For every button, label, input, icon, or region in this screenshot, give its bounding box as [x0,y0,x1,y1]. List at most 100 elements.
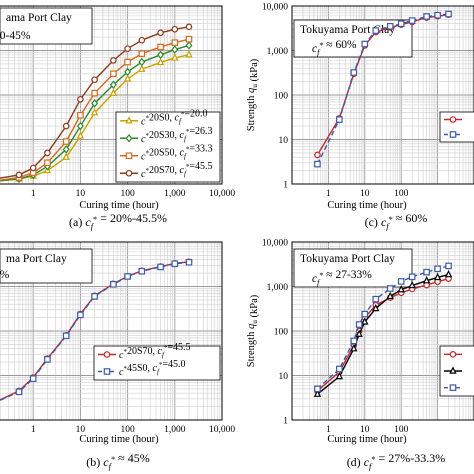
data-point [157,29,164,37]
panel-caption: (d) cf* = 27%-33.3% [347,451,446,471]
data-point [185,50,193,58]
data-point [397,20,405,28]
panel-caption: (a) cf* = 20%-45.5% [69,211,167,231]
plot-frame [0,5,223,185]
data-point [62,332,70,340]
data-point [372,303,380,312]
series-layer [0,23,193,184]
data-point [314,151,321,159]
x-tick-label: 1,000 [164,425,186,435]
data-point [408,17,416,24]
panel-title-box: ama Port Clay 20-45% [0,7,93,45]
data-point [124,273,131,280]
data-point [171,53,179,61]
data-point [29,164,37,172]
data-point [91,76,98,84]
plot-frame [291,241,474,421]
plot-frame [0,241,223,421]
data-point [434,11,441,19]
legend-frame [115,111,221,183]
panel-title-box: ma Port Clay 5% [0,248,93,284]
data-point [77,311,84,319]
data-point [29,375,37,382]
legend [439,111,474,143]
title-frame [0,7,93,45]
data-point [171,39,179,46]
data-point [109,88,118,96]
title-frame [293,248,413,288]
title-frame [0,248,93,284]
chart-panel-c: 1 10 100 1 10 100 1,000 10,000 Curing time (hour… [246,3,474,231]
chart-panel-b: 1 10 100 1,000 10,000 Curing time (hour) ma Po… [0,241,235,471]
data-point [313,389,322,397]
legend-marker [449,384,457,391]
data-point [138,57,146,67]
y-tick-label: 100 [274,92,289,102]
data-point [408,273,416,281]
x-axis-label: Curing time (hour) [327,434,407,445]
data-point [156,57,165,66]
data-point [361,310,369,318]
panel-title: ma Port Clay [6,253,67,265]
x-tick-label: 1 [31,189,36,199]
data-point [350,69,358,76]
data-point [185,23,193,31]
legend [439,345,474,397]
data-point [91,89,98,97]
data-point [386,291,394,300]
data-point [157,43,164,51]
x-tick-label: 10 [360,425,370,435]
panel-title: ama Port Clay [6,12,72,24]
plot-grid [292,6,474,184]
y-tick-label: 10,000 [262,3,288,13]
panel-title: Tokuyama Port Clay [300,24,395,36]
panel-title-box: Tokuyama Port Clay cf* ≈ 60% [293,19,413,58]
legend: c*20S0, cf*=20.0c*20S30, cf*=26.3c*20S50… [115,108,221,183]
data-point [62,145,70,154]
chart-panel-a: 1 10 100 1,000 10,000 Curing time (hour) ama P… [0,5,235,231]
panel-subtitle: cf* ≈ 60% [312,39,357,57]
x-tick-label: 1,000 [164,189,186,199]
data-point [76,131,85,139]
y-tick-label: 100 [274,328,289,338]
legend-marker [103,368,111,375]
legend-marker [449,131,457,138]
legend-entry: c*20S70, cf*=45.5 [119,342,191,361]
y-tick-label: 1 [283,417,288,427]
data-point [91,99,99,108]
data-point [445,10,452,18]
legend-frame [439,111,474,143]
legend-entry: c*20S70, cf*=45.5 [141,161,213,180]
data-point [124,67,132,77]
data-point [44,159,51,167]
legend-marker [103,351,111,358]
y-tick-label: 10,000 [262,239,288,249]
x-tick-label: 1 [326,189,331,199]
data-point [445,262,452,270]
legend-marker [125,169,133,177]
data-point [76,121,84,131]
data-point [62,152,70,160]
data-point [77,96,84,103]
y-tick-label: 10 [279,136,289,146]
data-point [355,321,363,328]
data-point [386,22,394,30]
data-point [386,285,394,292]
data-point [361,40,369,48]
data-point [314,385,321,393]
legend-marker [449,116,457,123]
legend: c*20S70, cf*=45.5c*45S0, cf*=45.0 [93,342,221,381]
x-axis-label: Curing time (hour) [79,200,159,211]
legend-marker [449,351,457,358]
data-point [138,267,146,275]
y-tick-label: 10 [279,372,289,382]
y-axis-label: Strength qu (kPa) [246,58,260,131]
x-tick-label: 10 [76,189,86,199]
data-point [336,365,343,373]
data-point [397,278,405,285]
data-point [350,337,358,345]
data-point [171,260,179,268]
x-tick-label: 100 [120,425,135,435]
data-point [110,70,117,78]
x-tick-label: 10,000 [209,189,235,199]
